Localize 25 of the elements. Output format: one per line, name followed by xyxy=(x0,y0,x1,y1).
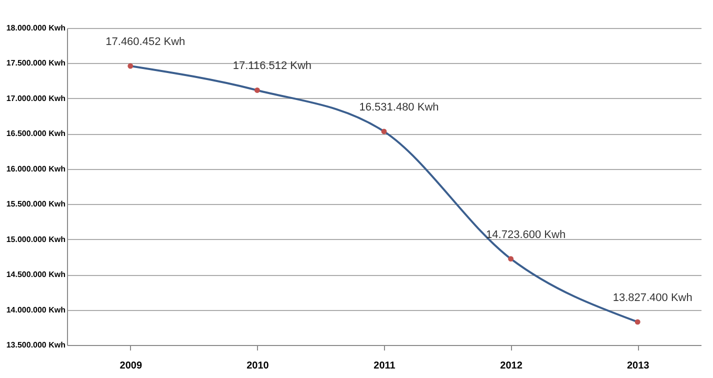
y-tick-label: 17.000.000 Kwh xyxy=(6,94,66,103)
point xyxy=(254,88,260,93)
data-label: 17.116.512 Kwh xyxy=(232,60,312,72)
data-label: 17.460.452 Kwh xyxy=(106,36,186,48)
y-tick-label: 13.500.000 Kwh xyxy=(6,340,66,350)
y-tick-label: 18.000.000 Kwh xyxy=(6,24,66,32)
point xyxy=(128,63,134,69)
point xyxy=(381,128,387,134)
x-tick-label: 2013 xyxy=(626,360,650,372)
y-tick-label: 16.500.000 Kwh xyxy=(6,129,66,138)
x-tick-label: 2009 xyxy=(120,360,142,372)
y-tick-label: 14.000.000 Kwh xyxy=(6,305,66,314)
data-label: 14.723.600 Kwh xyxy=(486,228,566,241)
x-tick-label: 2011 xyxy=(374,360,396,372)
point xyxy=(508,256,514,262)
y-tick-label: 16.000.000 Kwh xyxy=(6,164,66,174)
y-tick-label: 15.000.000 Kwh xyxy=(6,234,66,244)
x-tick-label: 2010 xyxy=(246,360,270,372)
y-tick-label: 17.500.000 Kwh xyxy=(6,58,66,68)
point xyxy=(634,319,640,325)
data-label: 16.531.480 Kwh xyxy=(359,101,439,114)
y-tick-label: 15.500.000 Kwh xyxy=(6,200,66,209)
y-tick-label: 14.500.000 Kwh xyxy=(6,270,66,280)
x-tick-label: 2012 xyxy=(500,360,523,372)
data-label: 13.827.400 Kwh xyxy=(612,292,692,304)
